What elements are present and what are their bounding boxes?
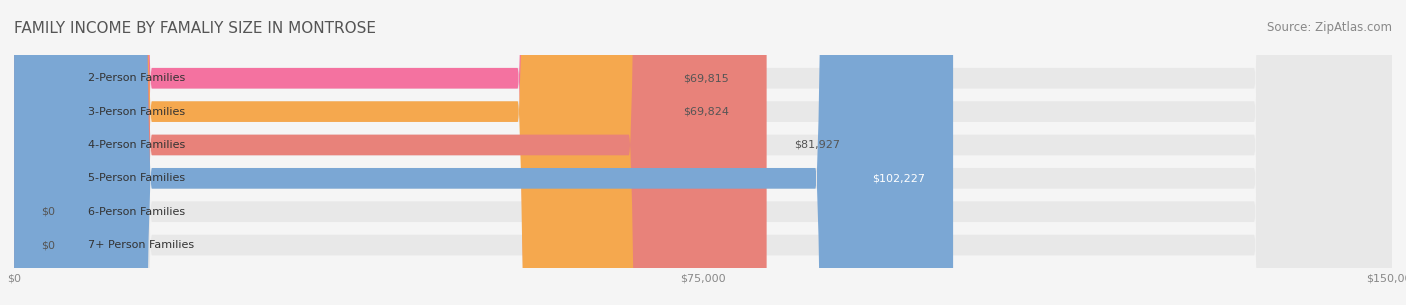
Text: 4-Person Families: 4-Person Families: [87, 140, 184, 150]
Text: $0: $0: [42, 207, 56, 217]
Text: 6-Person Families: 6-Person Families: [87, 207, 184, 217]
FancyBboxPatch shape: [14, 0, 1392, 305]
FancyBboxPatch shape: [14, 0, 953, 305]
FancyBboxPatch shape: [14, 0, 1392, 305]
FancyBboxPatch shape: [14, 0, 655, 305]
Text: 5-Person Families: 5-Person Families: [87, 173, 184, 183]
Text: Source: ZipAtlas.com: Source: ZipAtlas.com: [1267, 21, 1392, 34]
FancyBboxPatch shape: [14, 0, 1392, 305]
Text: $69,824: $69,824: [683, 107, 730, 117]
Text: $69,815: $69,815: [683, 73, 728, 83]
Text: FAMILY INCOME BY FAMALIY SIZE IN MONTROSE: FAMILY INCOME BY FAMALIY SIZE IN MONTROS…: [14, 21, 375, 36]
Text: 7+ Person Families: 7+ Person Families: [87, 240, 194, 250]
Text: 2-Person Families: 2-Person Families: [87, 73, 184, 83]
FancyBboxPatch shape: [14, 0, 1392, 305]
Text: 3-Person Families: 3-Person Families: [87, 107, 184, 117]
Text: $0: $0: [42, 240, 56, 250]
FancyBboxPatch shape: [14, 0, 1392, 305]
Text: $81,927: $81,927: [794, 140, 841, 150]
FancyBboxPatch shape: [14, 0, 766, 305]
FancyBboxPatch shape: [14, 0, 655, 305]
Text: $102,227: $102,227: [873, 173, 925, 183]
FancyBboxPatch shape: [14, 0, 1392, 305]
